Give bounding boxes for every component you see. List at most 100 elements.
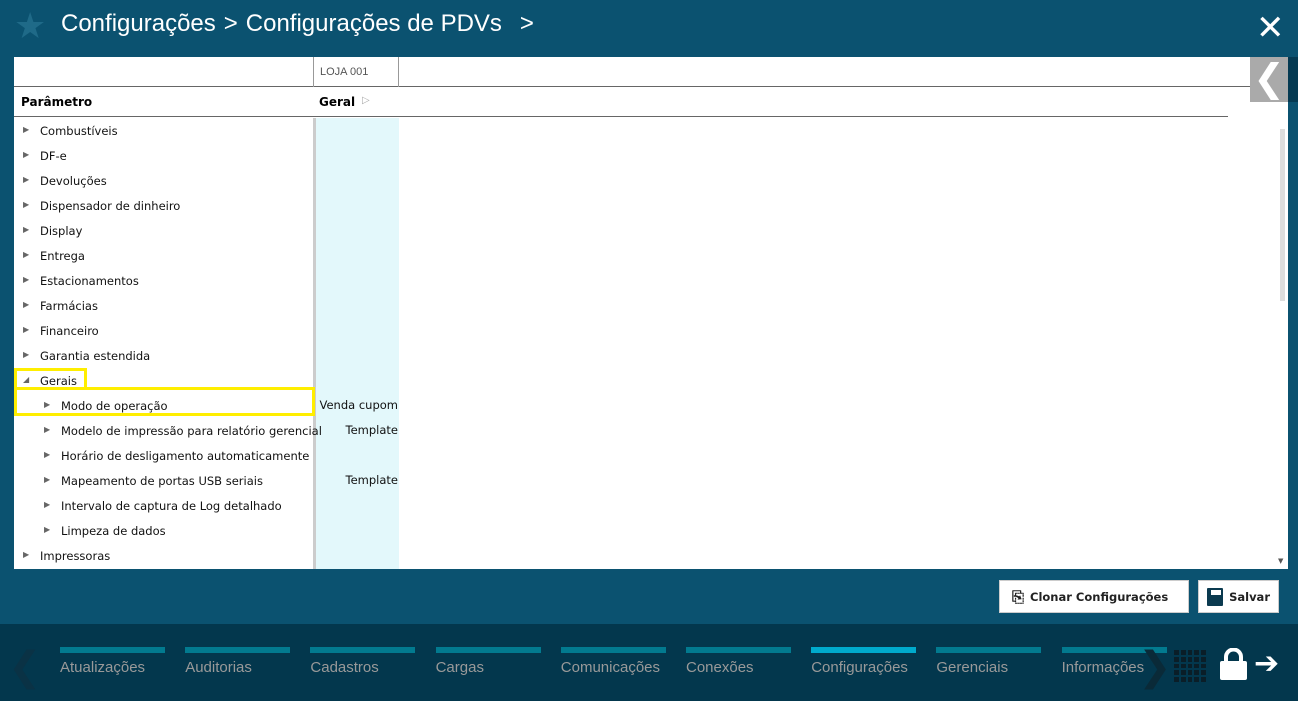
tree-row[interactable]: ▶ Estacionamentos: [14, 268, 414, 293]
tree-row[interactable]: ▶ Display: [14, 218, 414, 243]
row-label: Intervalo de captura de Log detalhado: [61, 499, 282, 513]
tree-row[interactable]: ▶ Dispensador de dinheiro: [14, 193, 414, 218]
tree-row[interactable]: ▶ Horário de desligamento automaticamente: [14, 443, 414, 468]
row-value[interactable]: Template: [345, 423, 398, 437]
clone-configurations-button[interactable]: ⎘ Clonar Configurações: [999, 580, 1189, 613]
column-header-row: LOJA 001: [14, 57, 1250, 87]
logout-arrow-icon[interactable]: ➔: [1254, 646, 1280, 681]
footer-tab[interactable]: Conexões: [686, 647, 791, 676]
save-button[interactable]: Salvar: [1198, 580, 1279, 613]
footer-tab[interactable]: Informações: [1061, 647, 1167, 676]
column-divider[interactable]: [313, 118, 316, 569]
row-label: Impressoras: [40, 549, 111, 563]
grid-cell: [1180, 656, 1186, 662]
expand-triangle-icon[interactable]: ▶: [23, 200, 30, 209]
footer-tab[interactable]: Gerenciais: [936, 647, 1042, 676]
group-header-geral[interactable]: Geral: [319, 95, 356, 109]
expand-triangle-icon[interactable]: ▶: [23, 300, 30, 309]
grid-cell: [1194, 663, 1200, 669]
expand-triangle-icon[interactable]: ▶: [23, 275, 30, 284]
tree-row[interactable]: ▶ Modelo de impressão para relatório gere…: [14, 418, 414, 443]
expanded-triangle-icon[interactable]: ◢: [23, 375, 30, 384]
grid-cell: [1187, 656, 1193, 662]
tree-row[interactable]: ▶ DF-e: [14, 143, 414, 168]
breadcrumb: Configurações > Configurações de PDVs >: [61, 10, 534, 38]
footer-tab[interactable]: Atualizações: [60, 647, 165, 676]
grid-cell: [1194, 656, 1200, 662]
tree-row[interactable]: ▶ Financeiro: [14, 318, 414, 343]
expand-triangle-icon[interactable]: ▶: [44, 450, 51, 459]
save-label: Salvar: [1229, 589, 1270, 604]
tree-row[interactable]: ▶ Garantia estendida: [14, 343, 414, 368]
row-label: Modelo de impressão para relatório geren…: [61, 424, 322, 438]
expand-triangle-icon[interactable]: ▶: [44, 400, 51, 409]
expand-group-icon[interactable]: ▷: [362, 95, 370, 106]
row-value[interactable]: Template: [345, 473, 398, 487]
tree-row[interactable]: ▶ Intervalo de captura de Log detalhado: [14, 493, 414, 518]
scroll-right-icon[interactable]: ❯: [1138, 644, 1172, 690]
collapse-panel-button[interactable]: ❮: [1250, 57, 1288, 102]
tab-indicator: [185, 647, 291, 653]
expand-triangle-icon[interactable]: ▶: [44, 500, 51, 509]
footer-tab[interactable]: Auditorias: [185, 647, 291, 676]
grid-cell: [1187, 650, 1193, 655]
grid-cell: [1180, 650, 1186, 655]
row-label: Horário de desligamento automaticamente: [61, 449, 310, 463]
expand-triangle-icon[interactable]: ▶: [23, 175, 30, 184]
tree-row[interactable]: ▶ Combustíveis: [14, 118, 414, 143]
tree-row[interactable]: ▶ Devoluções: [14, 168, 414, 193]
grid-cell: [1187, 677, 1193, 682]
expand-triangle-icon[interactable]: ▶: [23, 225, 30, 234]
grid-cell: [1194, 670, 1200, 676]
footer-tab[interactable]: Cadastros: [310, 647, 416, 676]
grid-cell: [1201, 677, 1206, 682]
favorite-star-icon[interactable]: ★: [14, 6, 47, 47]
expand-triangle-icon[interactable]: ▶: [23, 550, 30, 559]
scroll-left-icon[interactable]: ❮: [8, 644, 42, 690]
tree-row[interactable]: ▶ Limpeza de dados: [14, 518, 414, 543]
grid-cell: [1174, 670, 1179, 676]
row-label: Garantia estendida: [40, 349, 151, 363]
panel-edge: [1288, 57, 1298, 102]
scroll-down-icon[interactable]: ▼: [1278, 557, 1284, 565]
expand-triangle-icon[interactable]: ▶: [23, 350, 30, 359]
chevron-right-icon[interactable]: >: [519, 10, 534, 37]
row-label: Combustíveis: [40, 124, 118, 138]
grid-cell: [1174, 656, 1179, 662]
tree-row[interactable]: ▶ Farmácias: [14, 293, 414, 318]
breadcrumb-configuracoes-pdvs[interactable]: Configurações de PDVs: [245, 10, 502, 37]
grid-cell: [1194, 677, 1200, 682]
expand-triangle-icon[interactable]: ▶: [23, 125, 30, 134]
tree-row[interactable]: ◢ Gerais: [14, 368, 414, 393]
expand-triangle-icon[interactable]: ▶: [44, 525, 51, 534]
tree-row[interactable]: ▶ Impressoras: [14, 543, 414, 568]
clone-label: Clonar Configurações: [1030, 589, 1169, 604]
apps-grid-icon[interactable]: [1174, 650, 1206, 682]
expand-triangle-icon[interactable]: ▶: [44, 475, 51, 484]
footer-tab[interactable]: Comunicações: [560, 647, 666, 676]
footer-tab[interactable]: Cargas: [435, 647, 541, 676]
tab-indicator: [686, 647, 791, 653]
expand-triangle-icon[interactable]: ▶: [23, 325, 30, 334]
row-label: Limpeza de dados: [61, 524, 166, 538]
tab-label: Configurações: [811, 659, 908, 676]
breadcrumb-configuracoes[interactable]: Configurações: [61, 10, 216, 37]
grid-cell: [1201, 663, 1206, 669]
row-value[interactable]: Venda cupom: [319, 398, 399, 412]
tab-indicator: [310, 647, 416, 653]
store-column-header[interactable]: LOJA 001: [313, 57, 399, 87]
row-label: Farmácias: [40, 299, 98, 313]
tab-label: Cadastros: [310, 659, 379, 676]
close-icon[interactable]: ✕: [1256, 8, 1285, 48]
expand-triangle-icon[interactable]: ▶: [23, 250, 30, 259]
expand-triangle-icon[interactable]: ▶: [44, 425, 51, 434]
expand-triangle-icon[interactable]: ▶: [23, 150, 30, 159]
vertical-scrollbar[interactable]: [1280, 129, 1285, 301]
row-label: Financeiro: [40, 324, 99, 338]
tab-indicator: [435, 647, 541, 653]
tree-row[interactable]: ▶ Mapeamento de portas USB seriais Templat…: [14, 468, 414, 493]
footer-tab[interactable]: Configurações: [811, 647, 917, 676]
lock-icon[interactable]: [1220, 648, 1247, 680]
tree-row[interactable]: ▶ Entrega: [14, 243, 414, 268]
tree-row[interactable]: ▶ Modo de operação Venda cupom: [14, 393, 414, 418]
